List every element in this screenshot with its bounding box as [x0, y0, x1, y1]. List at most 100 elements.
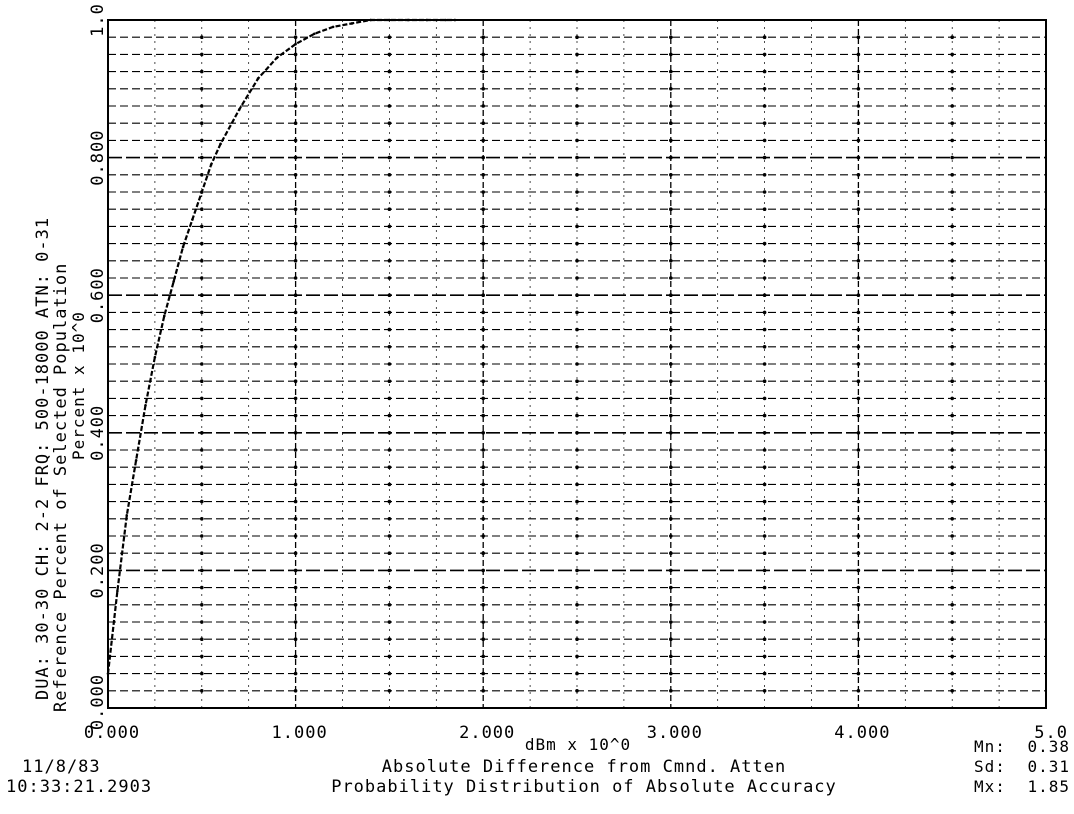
grid-marker — [575, 173, 579, 177]
grid-marker — [575, 310, 579, 315]
grid-marker — [856, 637, 861, 641]
grid-marker — [669, 413, 673, 418]
grid-marker — [856, 620, 861, 624]
grid-marker — [856, 362, 861, 366]
grid-marker — [575, 52, 579, 57]
grid-marker — [950, 155, 954, 160]
grid-marker — [200, 259, 204, 263]
data-point — [162, 314, 166, 318]
grid-marker — [387, 69, 392, 74]
stat-mn-value: 0.38 — [1027, 737, 1070, 756]
grid-marker — [293, 585, 298, 590]
grid-marker — [950, 396, 954, 401]
grid-marker — [387, 396, 392, 401]
grid-marker — [293, 465, 298, 470]
grid-marker — [200, 241, 204, 246]
grid-marker — [293, 534, 298, 538]
grid-marker — [387, 689, 392, 693]
data-point — [209, 163, 213, 166]
grid-marker — [293, 35, 298, 39]
grid-marker — [481, 482, 486, 487]
grid-marker — [950, 379, 954, 384]
grid-marker — [387, 603, 392, 607]
grid-marker — [575, 671, 579, 676]
grid-marker — [669, 69, 673, 74]
grid-marker — [669, 654, 673, 659]
data-point — [116, 589, 119, 593]
grid-marker — [481, 396, 486, 401]
grid-marker — [387, 413, 392, 418]
grid-marker — [856, 603, 861, 607]
grid-marker — [387, 104, 392, 108]
grid-marker — [200, 671, 204, 676]
grid-marker — [856, 173, 861, 177]
plot-frame — [107, 19, 1047, 709]
grid-marker — [293, 207, 298, 211]
grid-marker — [669, 362, 673, 366]
grid-marker — [669, 551, 673, 555]
grid-marker — [481, 224, 486, 229]
grid-marker — [575, 396, 579, 401]
grid-marker — [950, 69, 954, 74]
grid-marker — [762, 637, 767, 641]
grid-marker — [200, 482, 204, 487]
grid-marker — [762, 52, 767, 57]
grid-marker — [387, 637, 392, 641]
grid-marker — [200, 69, 204, 74]
chart-title: Probability Distribution of Absolute Acc… — [331, 777, 837, 797]
grid-marker — [200, 396, 204, 401]
grid-marker — [762, 104, 767, 108]
data-point — [153, 355, 157, 359]
grid-marker — [575, 517, 579, 521]
grid-marker — [762, 138, 767, 143]
grid-marker — [387, 35, 392, 39]
grid-marker — [762, 603, 767, 607]
grid-marker — [856, 448, 861, 452]
grid-marker — [669, 190, 673, 194]
grid-marker — [387, 87, 392, 91]
grid-marker — [762, 190, 767, 194]
data-point — [275, 56, 279, 60]
grid-marker — [481, 499, 486, 504]
grid-marker — [387, 155, 392, 160]
grid-marker — [387, 517, 392, 521]
grid-marker — [293, 310, 298, 315]
grid-marker — [481, 293, 486, 298]
grid-marker — [387, 671, 392, 676]
grid-marker — [293, 689, 298, 693]
grid-marker — [856, 671, 861, 676]
grid-marker — [387, 121, 392, 125]
grid-marker — [481, 448, 486, 452]
grid-marker — [950, 52, 954, 57]
y-tick-label: 0.800 — [88, 130, 108, 186]
grid-marker — [293, 671, 298, 676]
grid-marker — [669, 241, 673, 246]
footer-time: 10:33:21.2903 — [6, 777, 152, 797]
grid-marker — [481, 431, 486, 435]
grid-marker — [762, 396, 767, 401]
grid-marker — [481, 69, 486, 74]
grid-marker — [200, 310, 204, 315]
grid-marker — [856, 396, 861, 401]
grid-marker — [293, 551, 298, 555]
grid-marker — [669, 517, 673, 521]
grid-marker — [762, 121, 767, 125]
grid-marker — [200, 465, 204, 470]
grid-marker — [669, 637, 673, 641]
header-info: DUA: 30-30 CH: 2-2 FRQ: 500-18000 ATN: 0… — [33, 217, 53, 700]
grid-marker — [950, 362, 954, 366]
grid-marker — [669, 52, 673, 57]
grid-marker — [575, 654, 579, 659]
grid-marker — [293, 345, 298, 349]
grid-marker — [669, 327, 673, 332]
grid-marker — [387, 534, 392, 538]
x-tick-label: 3.000 — [647, 723, 703, 743]
grid-marker — [950, 603, 954, 607]
grid-marker — [481, 413, 486, 418]
grid-marker — [856, 327, 861, 332]
grid-marker — [669, 207, 673, 211]
grid-marker — [762, 362, 767, 366]
grid-marker — [856, 499, 861, 504]
grid-marker — [575, 482, 579, 487]
grid-marker — [293, 379, 298, 384]
